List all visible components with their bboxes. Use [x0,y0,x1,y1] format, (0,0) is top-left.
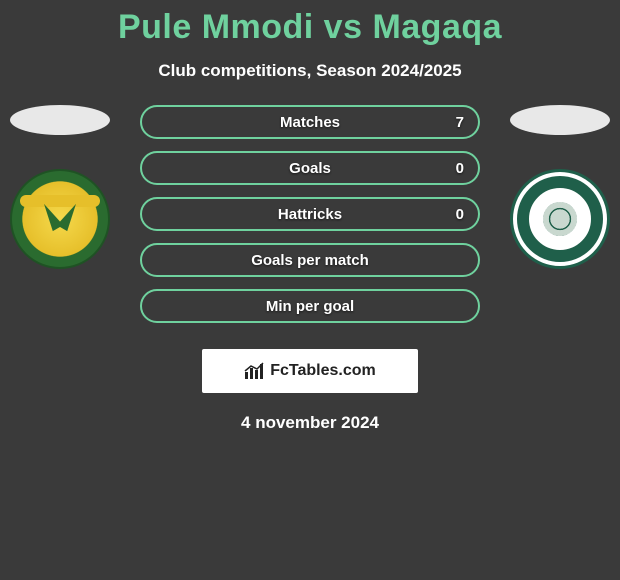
stat-label: Min per goal [196,298,424,315]
stat-row-goals: Goals 0 [140,151,480,185]
player-left-avatar-placeholder [10,105,110,135]
stat-row-min-per-goal: Min per goal [140,289,480,323]
club-badge-right [510,169,610,269]
comparison-row: Matches 7 Goals 0 Hattricks 0 Goals per … [0,105,620,335]
badge-right-inner [535,194,585,244]
brand-label: FcTables.com [270,362,376,380]
badge-left-arrows-icon [35,194,85,244]
player-left-slot [10,105,110,269]
stat-right-value: 7 [424,114,464,131]
club-badge-left [10,169,110,269]
page-title: Pule Mmodi vs Magaqa [0,0,620,47]
player-right-avatar-placeholder [510,105,610,135]
stat-label: Goals per match [196,252,424,269]
stat-right-value: 0 [424,206,464,223]
stat-row-goals-per-match: Goals per match [140,243,480,277]
badge-right-rose-icon [543,202,577,236]
page-subtitle: Club competitions, Season 2024/2025 [0,61,620,81]
date-label: 4 november 2024 [0,413,620,433]
stat-label: Hattricks [196,206,424,223]
stat-label: Matches [196,114,424,131]
stat-label: Goals [196,160,424,177]
stat-row-matches: Matches 7 [140,105,480,139]
brand-box[interactable]: FcTables.com [202,349,418,393]
stat-right-value: 0 [424,160,464,177]
bar-chart-icon [244,362,266,380]
stats-list: Matches 7 Goals 0 Hattricks 0 Goals per … [140,105,480,335]
player-right-slot [510,105,610,269]
stat-row-hattricks: Hattricks 0 [140,197,480,231]
